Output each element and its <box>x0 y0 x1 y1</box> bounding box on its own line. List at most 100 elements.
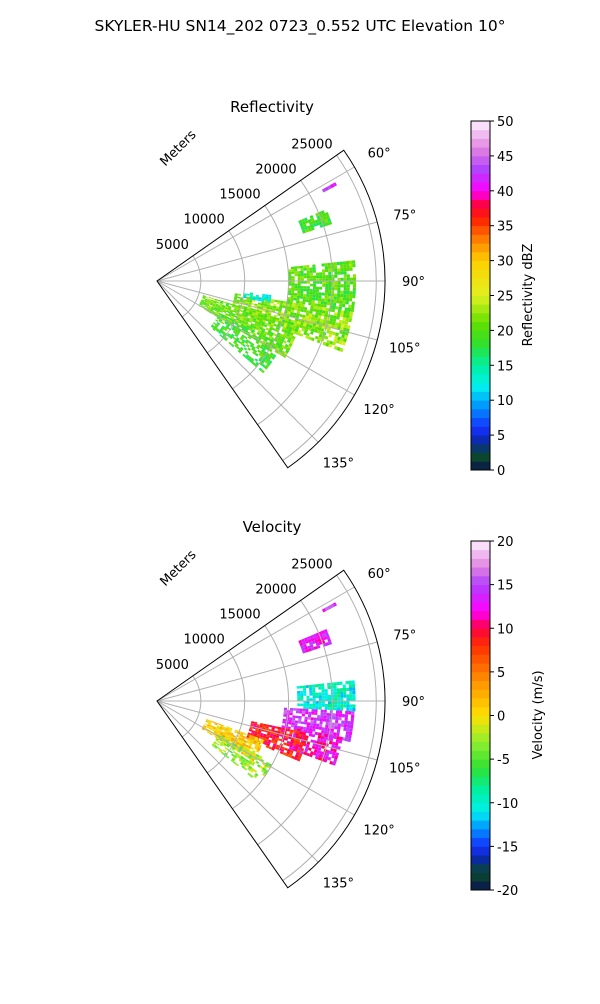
echo-bin <box>337 726 341 730</box>
echo-bin <box>293 312 297 316</box>
echo-bin <box>229 734 233 738</box>
echo-bin <box>219 310 223 313</box>
echo-bin <box>312 286 317 290</box>
echo-bin <box>317 683 322 687</box>
echo-bin <box>236 337 240 341</box>
echo-bin <box>327 682 331 687</box>
echo-bin <box>208 721 212 723</box>
echo-bin <box>298 639 303 644</box>
echo-bin <box>291 290 295 293</box>
echo-bin <box>290 749 294 754</box>
echo-bin <box>297 273 301 277</box>
echo-bin <box>307 638 312 643</box>
echo-bin <box>241 750 246 754</box>
echo-bin <box>253 752 257 756</box>
echo-bin <box>300 693 304 696</box>
echo-bin <box>306 265 310 268</box>
echo-bin <box>350 718 354 722</box>
echo-bin <box>315 222 320 226</box>
echo-bin <box>240 342 244 346</box>
echo-bin <box>289 717 293 720</box>
echo-bin <box>327 707 331 711</box>
echo-bin <box>303 217 308 222</box>
echo-bin <box>292 715 296 718</box>
echo-bin <box>293 725 298 729</box>
figure-suptitle: SKYLER-HU SN14_202 0723_0.552 UTC Elevat… <box>95 17 506 36</box>
echo-bin <box>316 278 320 281</box>
echo-bin <box>272 307 276 311</box>
echo-bin <box>333 688 337 692</box>
echo-bin <box>243 331 247 335</box>
echo-bin <box>244 336 248 340</box>
echo-bin <box>335 710 340 714</box>
echo-bin <box>300 291 304 294</box>
echo-bin <box>302 314 306 318</box>
echo-bin <box>229 311 233 315</box>
echo-bin <box>226 302 230 305</box>
echo-bin <box>254 731 259 734</box>
echo-bin <box>300 644 305 649</box>
echo-bin <box>239 757 244 761</box>
echo-bin <box>249 742 253 746</box>
echo-bin <box>314 639 319 644</box>
echo-bin <box>327 694 331 698</box>
echo-bin <box>285 349 289 354</box>
echo-bin <box>204 298 209 301</box>
colorbar-segment <box>471 408 490 419</box>
echo-bin <box>294 273 298 277</box>
echo-bin <box>243 296 247 299</box>
azimuth-tick-label: 90° <box>402 275 425 290</box>
echo-bin <box>262 319 266 323</box>
echo-bin <box>305 746 309 750</box>
echo-bin <box>278 318 283 322</box>
echo-bin <box>311 640 316 645</box>
echo-bin <box>255 743 260 747</box>
echo-bin <box>317 735 322 739</box>
colorbar-segment <box>471 426 490 436</box>
echo-bin <box>337 290 341 294</box>
colorbar-segment <box>471 820 490 830</box>
echo-bin <box>270 740 275 744</box>
echo-bin <box>246 344 250 348</box>
echo-bin <box>327 218 332 222</box>
echo-bin <box>220 736 224 740</box>
echo-bin <box>312 751 317 756</box>
echo-bin <box>300 750 305 755</box>
echo-bin <box>299 333 304 337</box>
echo-bin <box>327 756 332 761</box>
echo-bin <box>308 297 313 300</box>
echo-bin <box>283 707 287 711</box>
echo-bin <box>248 356 253 360</box>
echo-bin <box>321 188 327 193</box>
echo-bin <box>243 767 248 771</box>
echo-bin <box>284 330 288 334</box>
echo-bin <box>232 336 237 340</box>
echo-bin <box>288 290 292 293</box>
echo-bin <box>272 327 276 331</box>
echo-bin <box>344 720 348 725</box>
echo-bin <box>224 308 228 311</box>
echo-bin <box>213 746 218 749</box>
echo-bin <box>309 690 313 693</box>
echo-bin <box>260 323 265 327</box>
echo-bin <box>306 278 310 281</box>
echo-bin <box>233 341 237 345</box>
echo-bin <box>288 276 292 279</box>
echo-bin <box>296 757 301 762</box>
echo-bin <box>334 268 338 272</box>
echo-bin <box>267 312 272 316</box>
echo-bin <box>249 299 253 302</box>
echo-bin <box>206 731 210 734</box>
echo-bin <box>332 305 336 310</box>
echo-bin <box>255 311 259 314</box>
echo-bin <box>274 344 279 348</box>
echo-bin <box>337 277 341 281</box>
echo-bin <box>300 275 304 279</box>
echo-bin <box>243 323 248 327</box>
echo-bin <box>342 261 347 265</box>
echo-bin <box>228 736 232 739</box>
echo-bin <box>332 318 337 323</box>
echo-bin <box>312 687 316 691</box>
echo-bin <box>262 333 267 337</box>
echo-bin <box>251 302 255 306</box>
